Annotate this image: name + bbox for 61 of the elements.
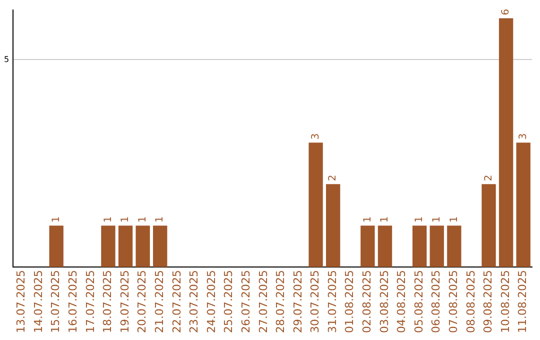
x-tick-label: 21.07.2025 bbox=[152, 270, 166, 334]
bar bbox=[326, 184, 340, 268]
bar bbox=[482, 184, 496, 268]
x-tick-label: 13.07.2025 bbox=[14, 270, 28, 334]
bar bbox=[447, 226, 462, 268]
x-tick-label: 20.07.2025 bbox=[136, 270, 149, 334]
data-label: 1 bbox=[362, 216, 374, 223]
data-label: 1 bbox=[102, 216, 114, 223]
x-tick-label: 19.07.2025 bbox=[118, 270, 132, 334]
data-label: 2 bbox=[483, 174, 494, 182]
bar bbox=[118, 226, 133, 268]
x-tick-label: 17.07.2025 bbox=[84, 270, 97, 334]
data-label: 1 bbox=[380, 216, 391, 223]
data-label: 2 bbox=[328, 174, 339, 182]
x-tick-label: 18.07.2025 bbox=[101, 270, 114, 334]
bar bbox=[430, 226, 444, 268]
x-tick-label: 25.07.2025 bbox=[222, 270, 236, 334]
x-tick-label: 02.08.2025 bbox=[360, 270, 374, 334]
bar bbox=[308, 142, 323, 268]
data-label: 3 bbox=[518, 133, 529, 140]
x-tick-label: 22.07.2025 bbox=[170, 270, 184, 334]
x-tick-label: 10.08.2025 bbox=[498, 270, 512, 334]
data-label: 1 bbox=[431, 216, 442, 223]
x-tick-label: 04.08.2025 bbox=[395, 270, 408, 334]
x-tick-label: 14.07.2025 bbox=[32, 270, 45, 334]
data-label: 6 bbox=[500, 8, 512, 16]
x-tick-label: 30.07.2025 bbox=[308, 270, 322, 334]
bar bbox=[516, 142, 530, 268]
x-tick-label: 07.08.2025 bbox=[447, 270, 460, 334]
x-tick-label: 29.07.2025 bbox=[291, 270, 304, 334]
x-tick-label: 24.07.2025 bbox=[204, 270, 218, 334]
x-tick-label: 08.08.2025 bbox=[464, 270, 478, 334]
data-label: 3 bbox=[310, 133, 322, 140]
x-tick-label: 15.07.2025 bbox=[49, 270, 62, 334]
x-tick-label: 28.07.2025 bbox=[274, 270, 288, 334]
bar bbox=[153, 226, 168, 268]
bar bbox=[101, 226, 116, 268]
x-tick-label: 09.08.2025 bbox=[482, 270, 495, 334]
data-label: 1 bbox=[414, 216, 426, 223]
x-tick-label: 01.08.2025 bbox=[343, 270, 356, 334]
data-label: 1 bbox=[137, 216, 148, 223]
y-tick-label: 5 bbox=[4, 54, 10, 64]
x-tick-label: 31.07.2025 bbox=[326, 270, 339, 334]
bar bbox=[360, 226, 375, 268]
x-tick-label: 26.07.2025 bbox=[239, 270, 252, 334]
bar bbox=[49, 226, 64, 268]
x-tick-label: 03.08.2025 bbox=[378, 270, 391, 334]
data-label: 1 bbox=[448, 216, 460, 223]
x-tick-label: 23.07.2025 bbox=[188, 270, 201, 334]
bar bbox=[378, 226, 392, 268]
data-label: 1 bbox=[50, 216, 62, 223]
x-tick-label: 11.08.2025 bbox=[516, 270, 530, 334]
bar bbox=[412, 226, 427, 268]
data-label: 1 bbox=[120, 216, 132, 223]
x-tick-label: 06.08.2025 bbox=[430, 270, 443, 334]
x-tick-label: 16.07.2025 bbox=[66, 270, 80, 334]
bar bbox=[498, 18, 514, 268]
data-label: 1 bbox=[154, 216, 166, 223]
x-tick-label: 27.07.2025 bbox=[256, 270, 270, 334]
x-tick-label: 05.08.2025 bbox=[412, 270, 426, 334]
bar bbox=[136, 226, 150, 268]
